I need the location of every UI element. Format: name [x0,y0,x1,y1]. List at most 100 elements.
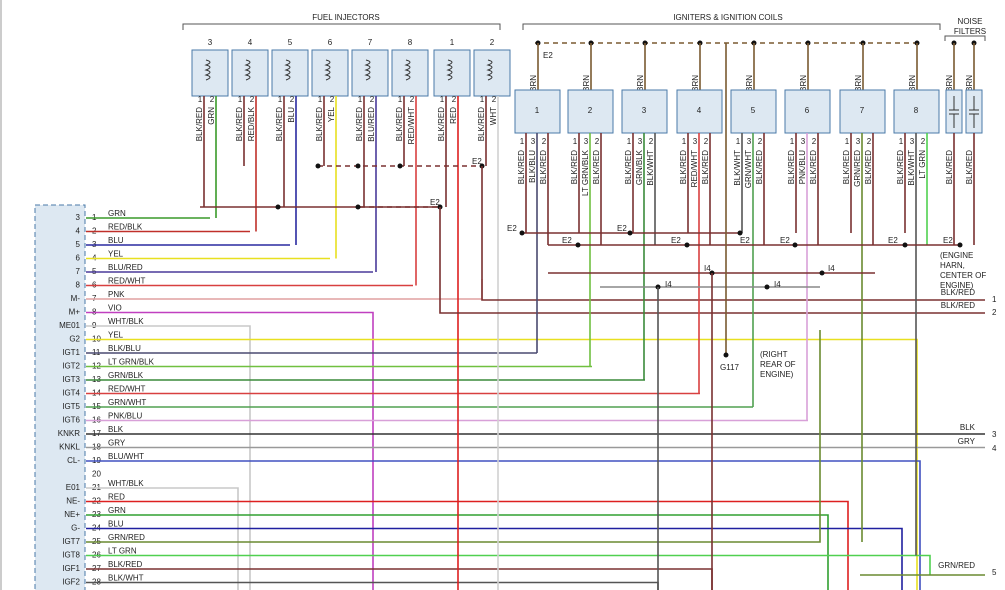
wire-label: BRN [691,75,700,92]
ecm-pin: IGT6 [62,416,80,425]
splice-dot [819,270,825,276]
wire-label: BRN [745,75,754,92]
pin-label: 2 [542,137,547,146]
splice-label: E2 [562,236,572,245]
wire-label: BRN [799,75,808,92]
wire-label: BLK/RED [842,150,851,184]
wire-label: BLK/RED [570,150,579,184]
wire-label: RED/WHT [108,277,145,286]
pin-label: 3 [584,137,589,146]
splice-label: E2 [617,224,627,233]
coil-number: 6 [805,106,810,115]
splice-dot [737,230,743,236]
ground-note: ENGINE) [760,370,794,379]
wire-label: RED/WHT [690,150,699,187]
pin-label: 1 [845,137,850,146]
injector-number: 2 [490,38,495,47]
wire-label: LT GRN [108,547,137,556]
injector-number: 5 [288,38,293,47]
wire-label: BLU [108,236,124,245]
coil [676,89,723,134]
wire-label: BLK/RED [477,107,486,141]
wire-label: BLK/RED [787,150,796,184]
injector-number: 4 [248,38,253,47]
pin-label: 2 [290,95,295,104]
ecm-pin: ME01 [59,321,80,330]
section-title: FILTERS [954,27,986,36]
wire-label: BLK/RED [701,150,710,184]
coil-number: 1 [535,106,540,115]
splice-dot [275,204,281,210]
wire-label: VIO [108,304,122,313]
wire-label: LT GRN/BLK [108,358,155,367]
pin-label: 1 [480,95,485,104]
e2-note: (ENGINE [940,251,973,260]
wire [86,500,849,590]
pin-label: 2 [704,137,709,146]
pin-label: 2 [250,95,255,104]
injector [433,49,471,97]
output-wire: GRY [958,437,976,446]
ecm-pin: IGF2 [62,578,80,587]
pin-label: 3 [531,137,536,146]
splice-dot [315,163,321,169]
output-number: 4 [992,444,997,453]
coil-number: 7 [860,106,865,115]
wire-label: YEL [327,106,336,122]
pin-label: 1 [398,95,403,104]
wire-label: GRN [207,107,216,125]
ecm-pin: IGT1 [62,348,80,357]
wire-label: RED/BLK [108,223,143,232]
ecm-box [34,204,86,590]
wire-label: GRN/RED [853,150,862,187]
ecm-pin: NE- [66,497,80,506]
coil-number: 2 [588,106,593,115]
wire [86,514,829,590]
wire-label: BLK/RED [315,107,324,141]
ecm-pin: KNKR [58,429,80,438]
wire-label: BLK [108,425,124,434]
pin-label: 3 [693,137,698,146]
wire-label: BRN [636,75,645,92]
pin-label: 3 [747,137,752,146]
splice-dot [957,242,963,248]
wire-label: BRN [945,75,954,92]
pin-label: 1 [358,95,363,104]
wire [481,166,985,301]
splice-label: I4 [828,264,835,273]
e2-note: ENGINE) [940,281,974,290]
ecm-pin: 8 [76,281,81,290]
ecm-pin: IGF1 [62,564,80,573]
wire-label: RED/BLK [247,106,256,141]
wire-label: BLK/RED [517,150,526,184]
splice-label: I4 [704,264,711,273]
wire-label: BLK/WHT [733,150,742,186]
wire-label: BRN [582,75,591,92]
wire-label: RED [108,493,125,502]
pin-label: 1 [573,137,578,146]
coil-symbol [244,59,251,81]
wire-label: YEL [108,331,124,340]
wire-label: BLK/BLU [108,344,141,353]
coil-number: 3 [642,106,647,115]
pin-label: 1 [238,95,243,104]
ecm-pin: G2 [69,335,80,344]
coil-symbol [204,59,211,81]
wire-label: PNK/BLU [108,412,142,421]
wire-label: YEL [108,250,124,259]
wire-label: BLK/RED [679,150,688,184]
ecm-pin: 7 [76,267,81,276]
wire-label: BRN [529,75,538,92]
coil [730,89,777,134]
wire-label: BRN [908,75,917,92]
coil-symbol [404,59,411,81]
wire-label: BRN [854,75,863,92]
coil-number: 4 [697,106,702,115]
splice-label: I4 [774,280,781,289]
section-title: IGNITERS & IGNITION COILS [673,13,782,22]
ground-note: REAR OF [760,360,796,369]
wire-label: RED/WHT [407,107,416,144]
pin-label: 2 [410,95,415,104]
wire-label: BLK/BLU [528,150,537,183]
wire-label: PNK [108,290,125,299]
